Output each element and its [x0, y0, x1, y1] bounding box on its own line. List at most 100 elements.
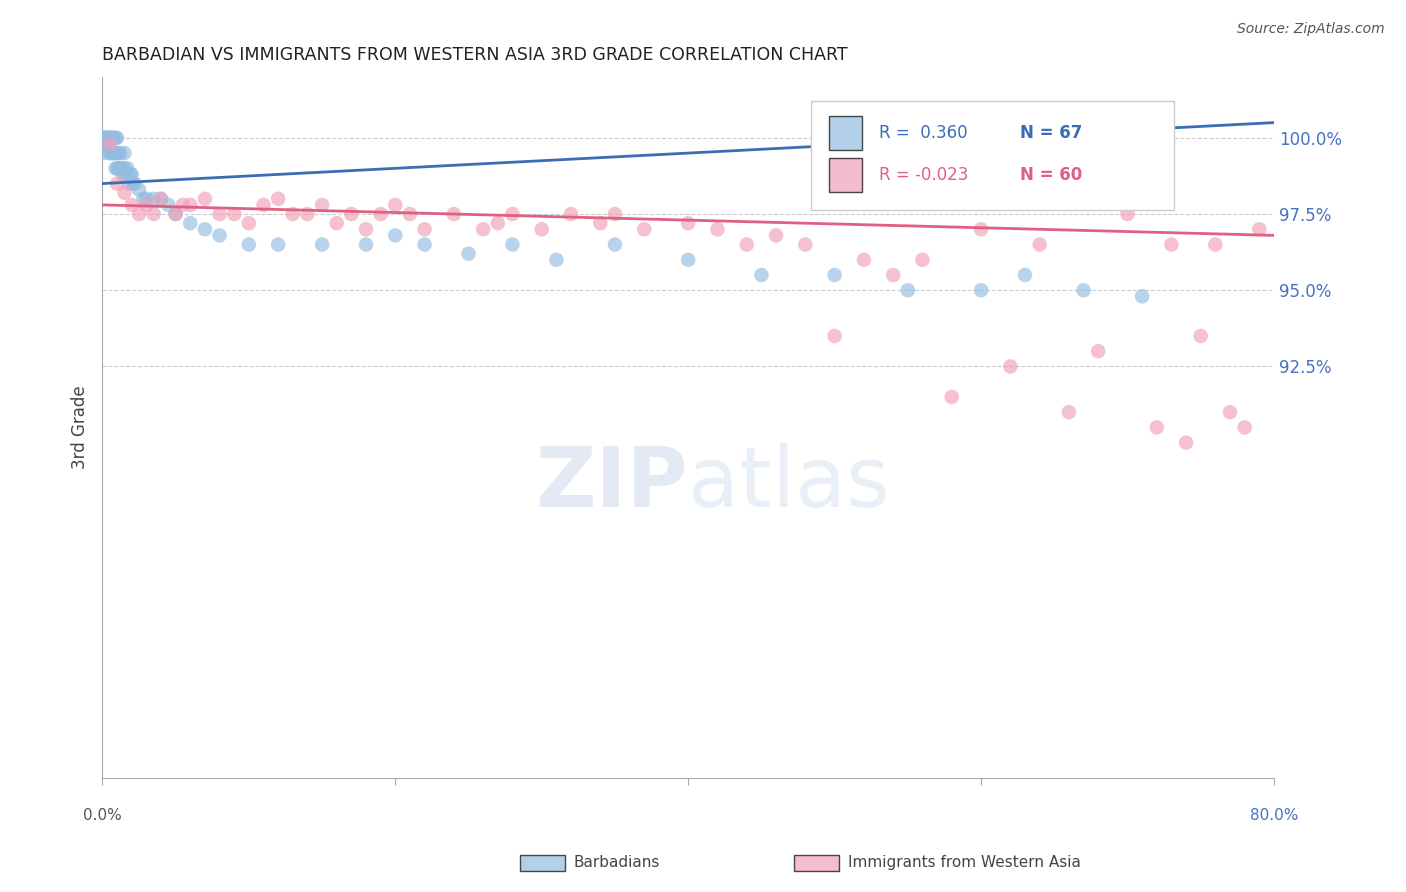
- Point: [96, 131, 118, 145]
- Point: [93, 131, 115, 145]
- Point: [93, 146, 115, 161]
- Point: [486, 216, 509, 230]
- Point: [911, 252, 934, 267]
- Point: [112, 186, 135, 200]
- Text: Barbadians: Barbadians: [574, 855, 659, 870]
- Point: [735, 237, 758, 252]
- Text: N = 67: N = 67: [1019, 124, 1083, 142]
- Point: [112, 161, 135, 176]
- Point: [1160, 237, 1182, 252]
- Point: [267, 237, 290, 252]
- Point: [179, 216, 201, 230]
- Point: [794, 237, 817, 252]
- Text: ZIP: ZIP: [536, 443, 688, 524]
- Point: [384, 198, 406, 212]
- Point: [118, 177, 141, 191]
- Point: [194, 222, 217, 236]
- Point: [603, 207, 626, 221]
- Point: [1130, 289, 1153, 303]
- Point: [1057, 405, 1080, 419]
- Text: BARBADIAN VS IMMIGRANTS FROM WESTERN ASIA 3RD GRADE CORRELATION CHART: BARBADIAN VS IMMIGRANTS FROM WESTERN ASI…: [103, 46, 848, 64]
- Text: R =  0.360: R = 0.360: [879, 124, 967, 142]
- Point: [179, 198, 201, 212]
- Text: Immigrants from Western Asia: Immigrants from Western Asia: [848, 855, 1081, 870]
- Text: 80.0%: 80.0%: [1250, 808, 1298, 823]
- Point: [97, 136, 120, 151]
- Point: [370, 207, 392, 221]
- Point: [98, 146, 121, 161]
- Point: [150, 192, 173, 206]
- Point: [1014, 268, 1036, 282]
- Point: [824, 268, 846, 282]
- Point: [238, 237, 260, 252]
- Point: [97, 131, 120, 145]
- Point: [93, 131, 115, 145]
- Point: [1087, 344, 1109, 359]
- Point: [135, 192, 157, 206]
- Point: [603, 237, 626, 252]
- Point: [238, 216, 260, 230]
- Point: [281, 207, 304, 221]
- Point: [1028, 237, 1050, 252]
- Point: [135, 198, 157, 212]
- Point: [122, 177, 145, 191]
- Text: 0.0%: 0.0%: [83, 808, 122, 823]
- Point: [100, 131, 122, 145]
- Point: [105, 146, 128, 161]
- Point: [252, 198, 274, 212]
- Point: [101, 131, 124, 145]
- Y-axis label: 3rd Grade: 3rd Grade: [72, 385, 89, 469]
- Point: [94, 131, 117, 145]
- Point: [103, 131, 125, 145]
- Point: [399, 207, 422, 221]
- Point: [121, 198, 143, 212]
- Point: [142, 207, 165, 221]
- Point: [98, 131, 121, 145]
- Point: [165, 207, 187, 221]
- Point: [1175, 435, 1198, 450]
- Point: [751, 268, 773, 282]
- Point: [150, 192, 173, 206]
- Point: [96, 131, 118, 145]
- Point: [706, 222, 728, 236]
- Point: [111, 168, 134, 182]
- Text: Source: ZipAtlas.com: Source: ZipAtlas.com: [1237, 22, 1385, 37]
- Text: N = 60: N = 60: [1019, 166, 1083, 184]
- Point: [98, 136, 121, 151]
- Point: [98, 131, 121, 145]
- Point: [117, 161, 139, 176]
- Point: [472, 222, 495, 236]
- Point: [172, 198, 194, 212]
- Point: [267, 192, 290, 206]
- Point: [107, 161, 129, 176]
- Point: [124, 177, 146, 191]
- Point: [1189, 329, 1212, 343]
- Point: [941, 390, 963, 404]
- Point: [457, 246, 479, 260]
- Point: [633, 222, 655, 236]
- Point: [897, 283, 920, 297]
- Point: [882, 268, 904, 282]
- Point: [132, 192, 155, 206]
- Point: [108, 146, 131, 161]
- Point: [104, 131, 127, 145]
- Point: [94, 131, 117, 145]
- Point: [1204, 237, 1226, 252]
- Point: [354, 237, 377, 252]
- Point: [157, 198, 180, 212]
- Point: [530, 222, 553, 236]
- Point: [94, 136, 117, 151]
- Point: [128, 207, 150, 221]
- Point: [1249, 222, 1271, 236]
- Point: [105, 177, 128, 191]
- Point: [413, 222, 436, 236]
- Point: [676, 252, 699, 267]
- Point: [194, 192, 217, 206]
- Point: [354, 222, 377, 236]
- Point: [824, 329, 846, 343]
- Point: [676, 216, 699, 230]
- Point: [104, 161, 127, 176]
- Point: [765, 228, 787, 243]
- Point: [501, 237, 523, 252]
- Point: [142, 192, 165, 206]
